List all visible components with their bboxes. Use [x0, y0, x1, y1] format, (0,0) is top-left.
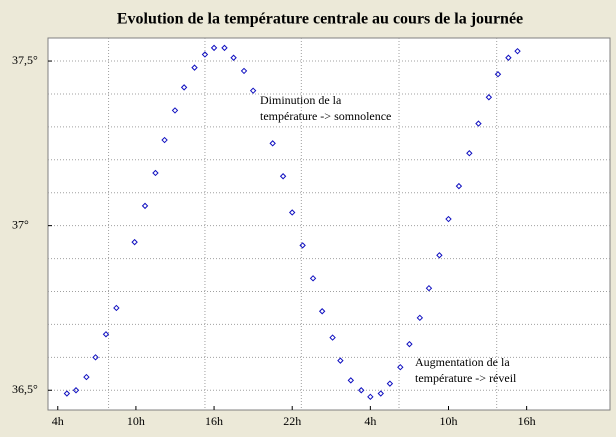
x-tick-label: 4h	[364, 414, 376, 428]
point	[318, 308, 326, 315]
point	[72, 387, 80, 394]
point	[269, 140, 276, 147]
annotation: température -> réveil	[415, 371, 517, 385]
x-tick-label: 16h	[518, 414, 536, 428]
annotation: température -> somnolence	[260, 109, 391, 123]
chart-title: Evolution de la température centrale au …	[117, 11, 523, 28]
x-tick-label: 4h	[52, 414, 64, 428]
point	[358, 387, 365, 394]
point	[180, 84, 188, 91]
point	[141, 202, 149, 210]
point	[92, 354, 99, 361]
point	[514, 47, 521, 55]
point	[83, 373, 90, 381]
point	[436, 252, 443, 259]
point	[485, 94, 493, 101]
point	[152, 169, 159, 177]
point	[288, 209, 296, 216]
point	[475, 120, 482, 127]
point	[161, 136, 168, 144]
point	[113, 304, 120, 312]
y-tick-label: 36,5°	[12, 382, 38, 396]
y-tick-label: 37°	[12, 217, 29, 231]
point	[406, 340, 413, 348]
x-tick-label: 22h	[283, 414, 301, 428]
point	[367, 393, 374, 401]
point	[505, 54, 512, 61]
point	[131, 238, 138, 246]
annotation: Augmentation de la	[415, 355, 510, 369]
x-tick-label: 10h	[439, 414, 457, 428]
point	[221, 44, 228, 52]
x-tick-label: 10h	[127, 414, 145, 428]
point	[329, 334, 336, 341]
point	[249, 87, 257, 94]
point	[171, 107, 179, 114]
point	[63, 390, 71, 397]
point	[102, 331, 110, 338]
point	[309, 275, 317, 282]
point	[466, 150, 473, 157]
point	[494, 71, 502, 78]
point	[279, 173, 287, 180]
point	[445, 215, 452, 223]
point	[416, 314, 424, 322]
annotation: Diminution de la	[260, 93, 342, 107]
plot-area	[47, 37, 611, 411]
point	[191, 64, 198, 71]
point	[299, 242, 306, 249]
point	[337, 357, 344, 364]
y-tick-label: 37,5°	[12, 53, 38, 67]
point	[425, 284, 433, 292]
point	[455, 182, 463, 190]
point	[230, 54, 237, 61]
point	[377, 390, 384, 397]
point	[397, 363, 404, 371]
point	[201, 51, 209, 58]
point	[240, 67, 248, 75]
point	[210, 44, 218, 52]
x-tick-label: 16h	[205, 414, 223, 428]
point	[386, 380, 394, 387]
point	[347, 377, 355, 384]
